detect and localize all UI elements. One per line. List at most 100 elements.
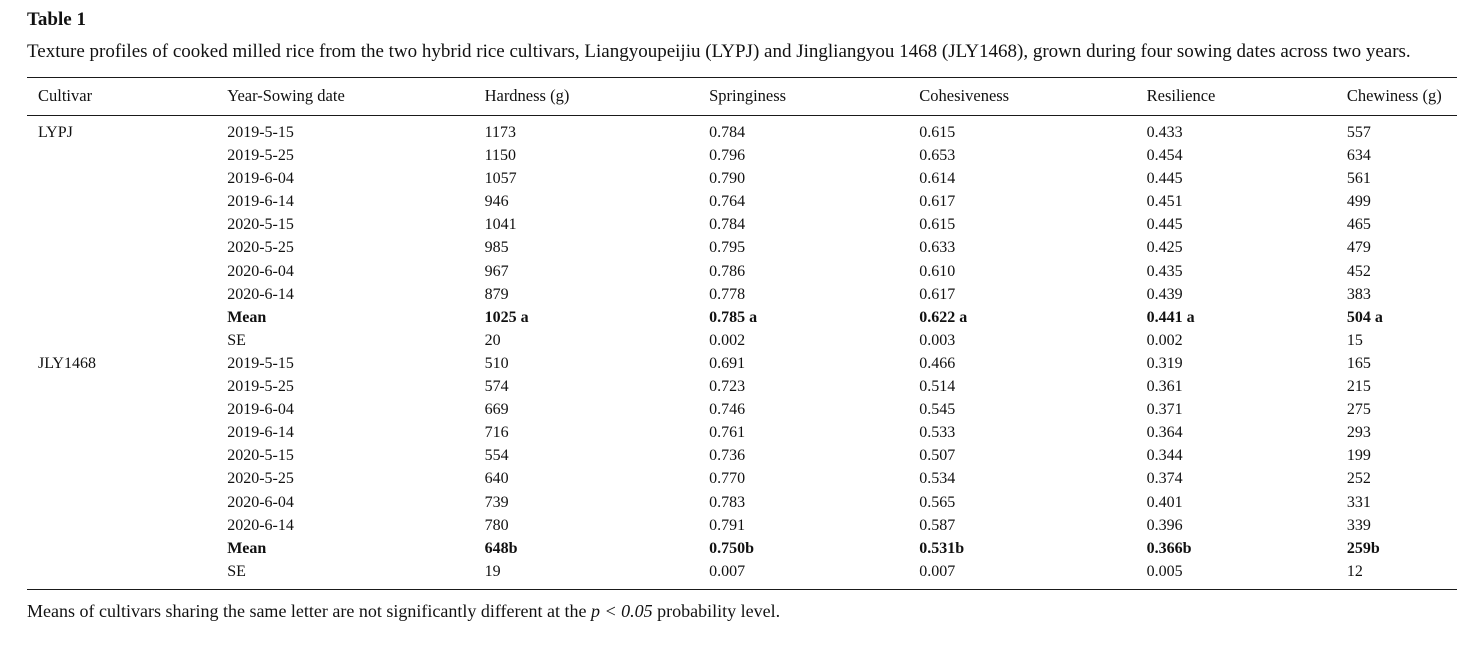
table-cell: 0.791 [709,516,746,534]
table-cell: 0.445 [1146,216,1183,234]
table-cell: 0.531b [919,539,965,557]
table-cell [27,213,227,236]
table-cell: 2020-5-15 [227,447,294,465]
table-cell: 0.785 a [709,308,758,326]
table-cell: 0.454 [1146,147,1183,165]
table-cell: 0.750b [709,539,754,557]
header-row: Cultivar Year-Sowing date Hardness (g) Spri… [27,77,1457,116]
table-cell: 0.615 [919,124,956,141]
table-cell: 0.401 [1146,493,1183,511]
table-cell: 946 [484,193,509,211]
table-cell: 0.371 [1146,401,1183,419]
table-cell: 0.466 [919,354,956,372]
table-cell: 504 a [1346,308,1383,326]
table-cell [27,398,227,421]
table-cell: 0.746 [709,401,746,419]
table-row: 2020-6-04 967 0.786 0.610 0.435 452 [27,260,1457,283]
table-cell: 0.344 [1146,447,1183,465]
table-cell: 0.784 [709,216,746,234]
table-row: 2019-6-14 946 0.764 0.617 0.451 499 [27,190,1457,213]
table-cell [27,421,227,444]
table-cell: 0.361 [1146,378,1183,396]
table-cell [27,444,227,467]
table-cell: 331 [1346,493,1371,511]
table-cell: 0.761 [709,424,746,442]
table-cell: 967 [484,262,509,280]
table-cell: 339 [1346,516,1371,534]
table-cell: 554 [484,447,509,465]
table-row: 2020-6-14 780 0.791 0.587 0.396 339 [27,514,1457,537]
table-cell [27,467,227,490]
table-cell: 0.364 [1146,424,1183,442]
table-cell: 0.545 [919,401,956,419]
table-cell [27,375,227,398]
table-cell: 0.007 [919,562,956,580]
table-cell [27,190,227,213]
table-cell: 0.770 [709,470,746,488]
table-cell: 0.374 [1146,470,1183,488]
table-cell: 0.691 [709,354,746,372]
footnote-text-post: probability level. [652,600,781,621]
table-cell: 0.795 [709,239,746,257]
table-cell: 0.614 [919,170,956,188]
table-cell [27,329,227,352]
table-cell: 561 [1346,170,1371,188]
table-cell: 0.610 [919,262,956,280]
table-cell: Mean [227,539,267,557]
table-row: 2020-5-15 554 0.736 0.507 0.344 199 [27,444,1457,467]
table-cell [27,306,227,329]
footnote-p-value: p < 0.05 [590,600,653,621]
table-cell: 510 [484,354,509,372]
table-cell: 0.790 [709,170,746,188]
table-cell: 2019-6-04 [227,170,294,188]
table-cell: 12 [1346,562,1363,580]
table-cell: 2020-6-04 [227,493,294,511]
table-cell: 0.441 a [1146,308,1195,326]
table-cell: 2019-5-15 [227,354,294,372]
table-label: Table 1 [27,9,86,30]
table-cell: 0.002 [709,331,746,349]
table-row: Mean 1025 a 0.785 a 0.622 a 0.441 a 504 a [27,306,1457,329]
table-cell: 669 [484,401,509,419]
table-cell: 0.003 [919,331,956,349]
table-row: 2019-5-25 574 0.723 0.514 0.361 215 [27,375,1457,398]
table-row: 2019-6-04 669 0.746 0.545 0.371 275 [27,398,1457,421]
table-row: 2019-6-14 716 0.761 0.533 0.364 293 [27,421,1457,444]
table-cell: 0.319 [1146,354,1183,372]
table-cell: 20 [484,331,501,349]
table-cell: 648b [484,539,518,557]
table-cell: 2019-5-25 [227,378,294,396]
table-row: SE 19 0.007 0.007 0.005 12 [27,560,1457,590]
table-cell: 0.007 [709,562,746,580]
table-cell: SE [227,331,246,349]
table-cell: 780 [484,516,509,534]
column-header: Cohesiveness [919,77,1147,116]
table-row: JLY1468 2019-5-15 510 0.691 0.466 0.319 165 [27,352,1457,375]
table-row: 2020-5-25 640 0.770 0.534 0.374 252 [27,467,1457,490]
table-cell: 0.565 [919,493,956,511]
table-cell: 0.533 [919,424,956,442]
table-cell: 0.534 [919,470,956,488]
table-cell: 0.002 [1146,331,1183,349]
table-cell: 0.451 [1146,193,1183,211]
column-header: Chewiness (g) [1346,77,1457,116]
table-cell: 452 [1346,262,1371,280]
table-cell: 199 [1346,447,1371,465]
table-cell: 0.005 [1146,562,1183,580]
table-cell: 479 [1346,239,1371,257]
table-cell: 2020-5-25 [227,239,294,257]
table-cell [27,283,227,306]
table-cell: 499 [1346,193,1371,211]
table-cell: 0.514 [919,378,956,396]
table-cell: 275 [1346,401,1371,419]
table-row: 2020-6-14 879 0.778 0.617 0.439 383 [27,283,1457,306]
table-cell: 1057 [484,170,517,188]
table-cell: 0.796 [709,147,746,165]
table-cell [27,537,227,560]
table-cell: 0.433 [1146,124,1183,141]
table-cell [27,167,227,190]
table-cell: 2020-6-04 [227,262,294,280]
table-cell: 0.764 [709,193,746,211]
table-cell: 2020-5-15 [227,216,294,234]
table-cell: 0.633 [919,239,956,257]
